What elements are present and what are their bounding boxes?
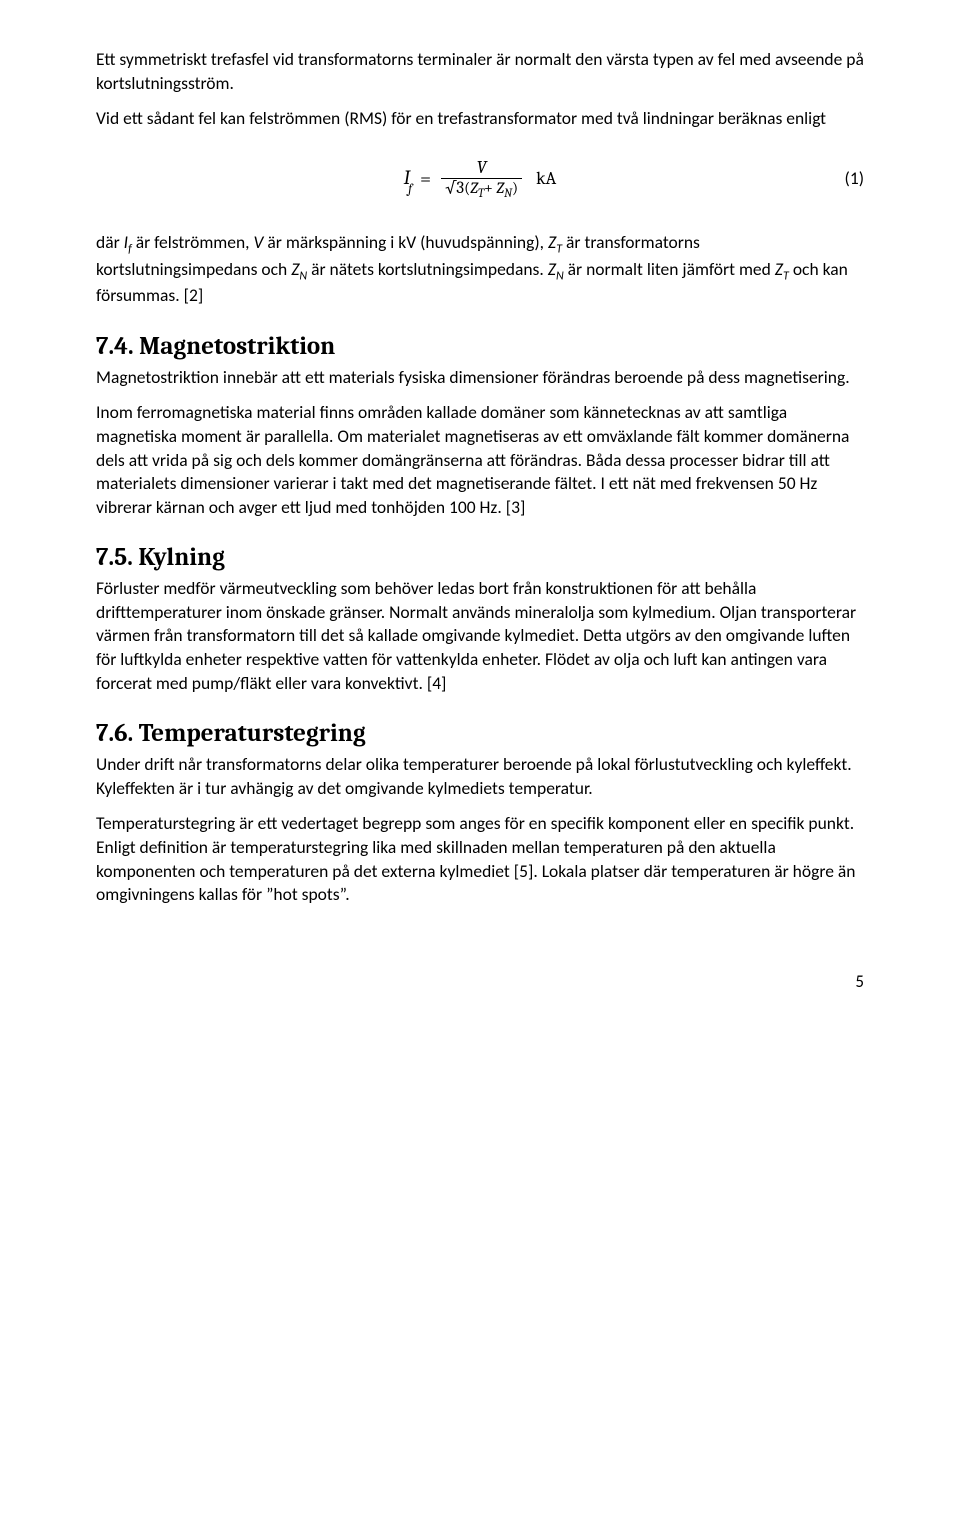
- txt-b: är felströmmen,: [132, 231, 254, 253]
- equation-content: If = V √3(ZT+ ZN) kA: [404, 158, 557, 200]
- eq-denominator: √3(ZT+ ZN): [441, 178, 522, 200]
- eq-lhs: If: [404, 164, 414, 195]
- section-7-4-p1: Magnetostriktion innebär att ett materia…: [96, 366, 864, 390]
- eq-fraction: V √3(ZT+ ZN): [441, 158, 522, 200]
- section-7-6-p2: Temperaturstegring är ett vedertaget beg…: [96, 812, 864, 907]
- eq-numerator: V: [473, 158, 491, 178]
- section-7-6-p1: Under drift når transformatorns delar ol…: [96, 753, 864, 800]
- section-7-4-p2: Inom ferromagnetiska material finns områ…: [96, 401, 864, 519]
- txt-a: där: [96, 231, 124, 253]
- eq-close-paren: ): [512, 179, 518, 197]
- equation-explanation: där If är felströmmen, V är märkspänning…: [96, 231, 864, 308]
- sym-zt-z: Z: [548, 231, 556, 253]
- eq-plus: +: [484, 179, 496, 197]
- intro-paragraph-2: Vid ett sådant fel kan felströmmen (RMS)…: [96, 107, 864, 131]
- section-7-5-p1: Förluster medför värmeutveckling som beh…: [96, 577, 864, 695]
- equation-number: (1): [845, 167, 864, 191]
- eq-zn-sub: N: [504, 186, 512, 200]
- sym-zn-sub: N: [299, 269, 307, 283]
- sym-v: V: [254, 231, 264, 253]
- eq-zn: Z: [496, 179, 504, 197]
- eq-equals: =: [420, 165, 431, 192]
- txt-f: är normalt liten jämfört med: [564, 258, 775, 280]
- txt-e: är nätets kortslutningsimpedans.: [307, 258, 548, 280]
- section-7-6-title: 7.6. Temperaturstegring: [96, 717, 864, 751]
- equation-block: If = V √3(ZT+ ZN) kA (1): [96, 149, 864, 209]
- sym-zn2-sub: N: [556, 269, 564, 283]
- sym-zt2-z: Z: [775, 258, 783, 280]
- sym-zn2-z: Z: [548, 258, 556, 280]
- page-number: 5: [96, 971, 864, 994]
- section-7-5-title: 7.5. Kylning: [96, 541, 864, 575]
- intro-paragraph-1: Ett symmetriskt trefasfel vid transforma…: [96, 48, 864, 95]
- eq-zt: Z: [470, 179, 478, 197]
- txt-c: är märkspänning i kV (huvudspänning),: [263, 231, 548, 253]
- eq-unit: kA: [536, 167, 556, 191]
- eq-lhs-sub: f: [408, 182, 412, 197]
- section-7-4-title: 7.4. Magnetostriktion: [96, 330, 864, 364]
- eq-sqrt: √3: [445, 179, 464, 198]
